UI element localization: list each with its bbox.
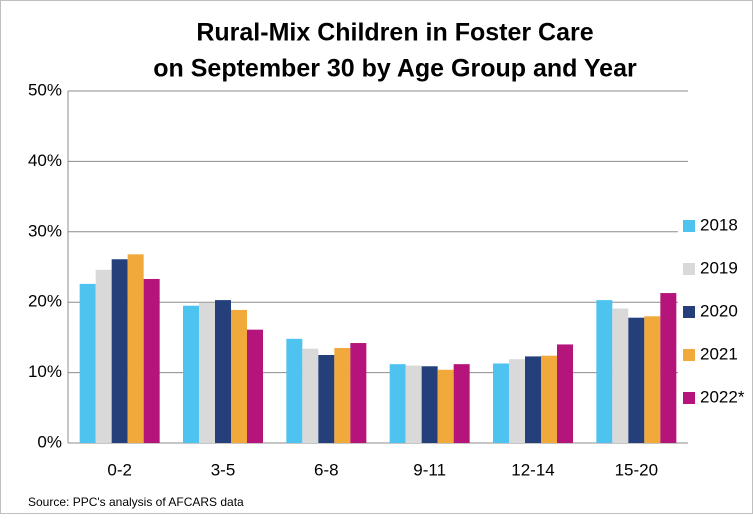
bar: [334, 347, 351, 443]
bar: [493, 363, 509, 443]
bar: [628, 317, 645, 443]
bar: [612, 308, 629, 443]
bar: [453, 364, 470, 443]
bar: [199, 302, 215, 443]
chart-title: on September 30 by Age Group and Year: [153, 55, 637, 83]
source-note: Source: PPC's analysis of AFCARS data: [28, 495, 244, 509]
legend-label: 2020: [700, 301, 738, 320]
bar: [127, 254, 144, 443]
bar: [79, 283, 96, 443]
y-tick-label: 0%: [37, 432, 62, 451]
x-tick-label: 3-5: [211, 460, 236, 479]
bar: [389, 364, 406, 443]
legend-label: 2021: [700, 344, 738, 363]
bar: [557, 344, 573, 443]
bar: [644, 316, 661, 443]
bar: [318, 355, 335, 443]
bar: [111, 259, 128, 443]
bar: [596, 300, 613, 443]
legend-swatch: [683, 306, 695, 318]
bar: [437, 369, 454, 443]
legend-swatch: [683, 220, 695, 232]
legend-swatch: [683, 349, 695, 361]
bar: [509, 359, 525, 443]
x-tick-label: 6-8: [314, 460, 339, 479]
y-tick-label: 50%: [28, 80, 62, 99]
bar: [350, 343, 367, 443]
y-tick-label: 30%: [28, 221, 62, 240]
x-tick-label: 0-2: [107, 460, 132, 479]
y-tick-label: 40%: [28, 151, 62, 170]
bar: [215, 300, 231, 443]
bar: [660, 293, 677, 443]
legend-label: 2018: [700, 215, 738, 234]
bar: [421, 366, 438, 443]
bar: [525, 356, 541, 443]
bar: [231, 309, 247, 443]
x-tick-label: 9-11: [413, 460, 446, 479]
y-tick-label: 10%: [28, 362, 62, 381]
legend-label: 2022*: [700, 387, 745, 406]
x-tick-label: 15-20: [615, 460, 658, 479]
bar: [302, 348, 319, 443]
y-tick-label: 20%: [28, 292, 62, 311]
bar: [405, 365, 422, 443]
bar: [95, 269, 112, 443]
legend-swatch: [683, 392, 695, 404]
x-tick-label: 12-14: [511, 460, 554, 479]
bar: [247, 329, 263, 443]
bar: [143, 278, 160, 443]
bar: [286, 338, 303, 443]
legend-label: 2019: [700, 258, 738, 277]
chart-title: Rural-Mix Children in Foster Care: [196, 19, 593, 47]
legend-swatch: [683, 263, 695, 275]
bar: [541, 355, 557, 443]
bar: [183, 305, 199, 443]
